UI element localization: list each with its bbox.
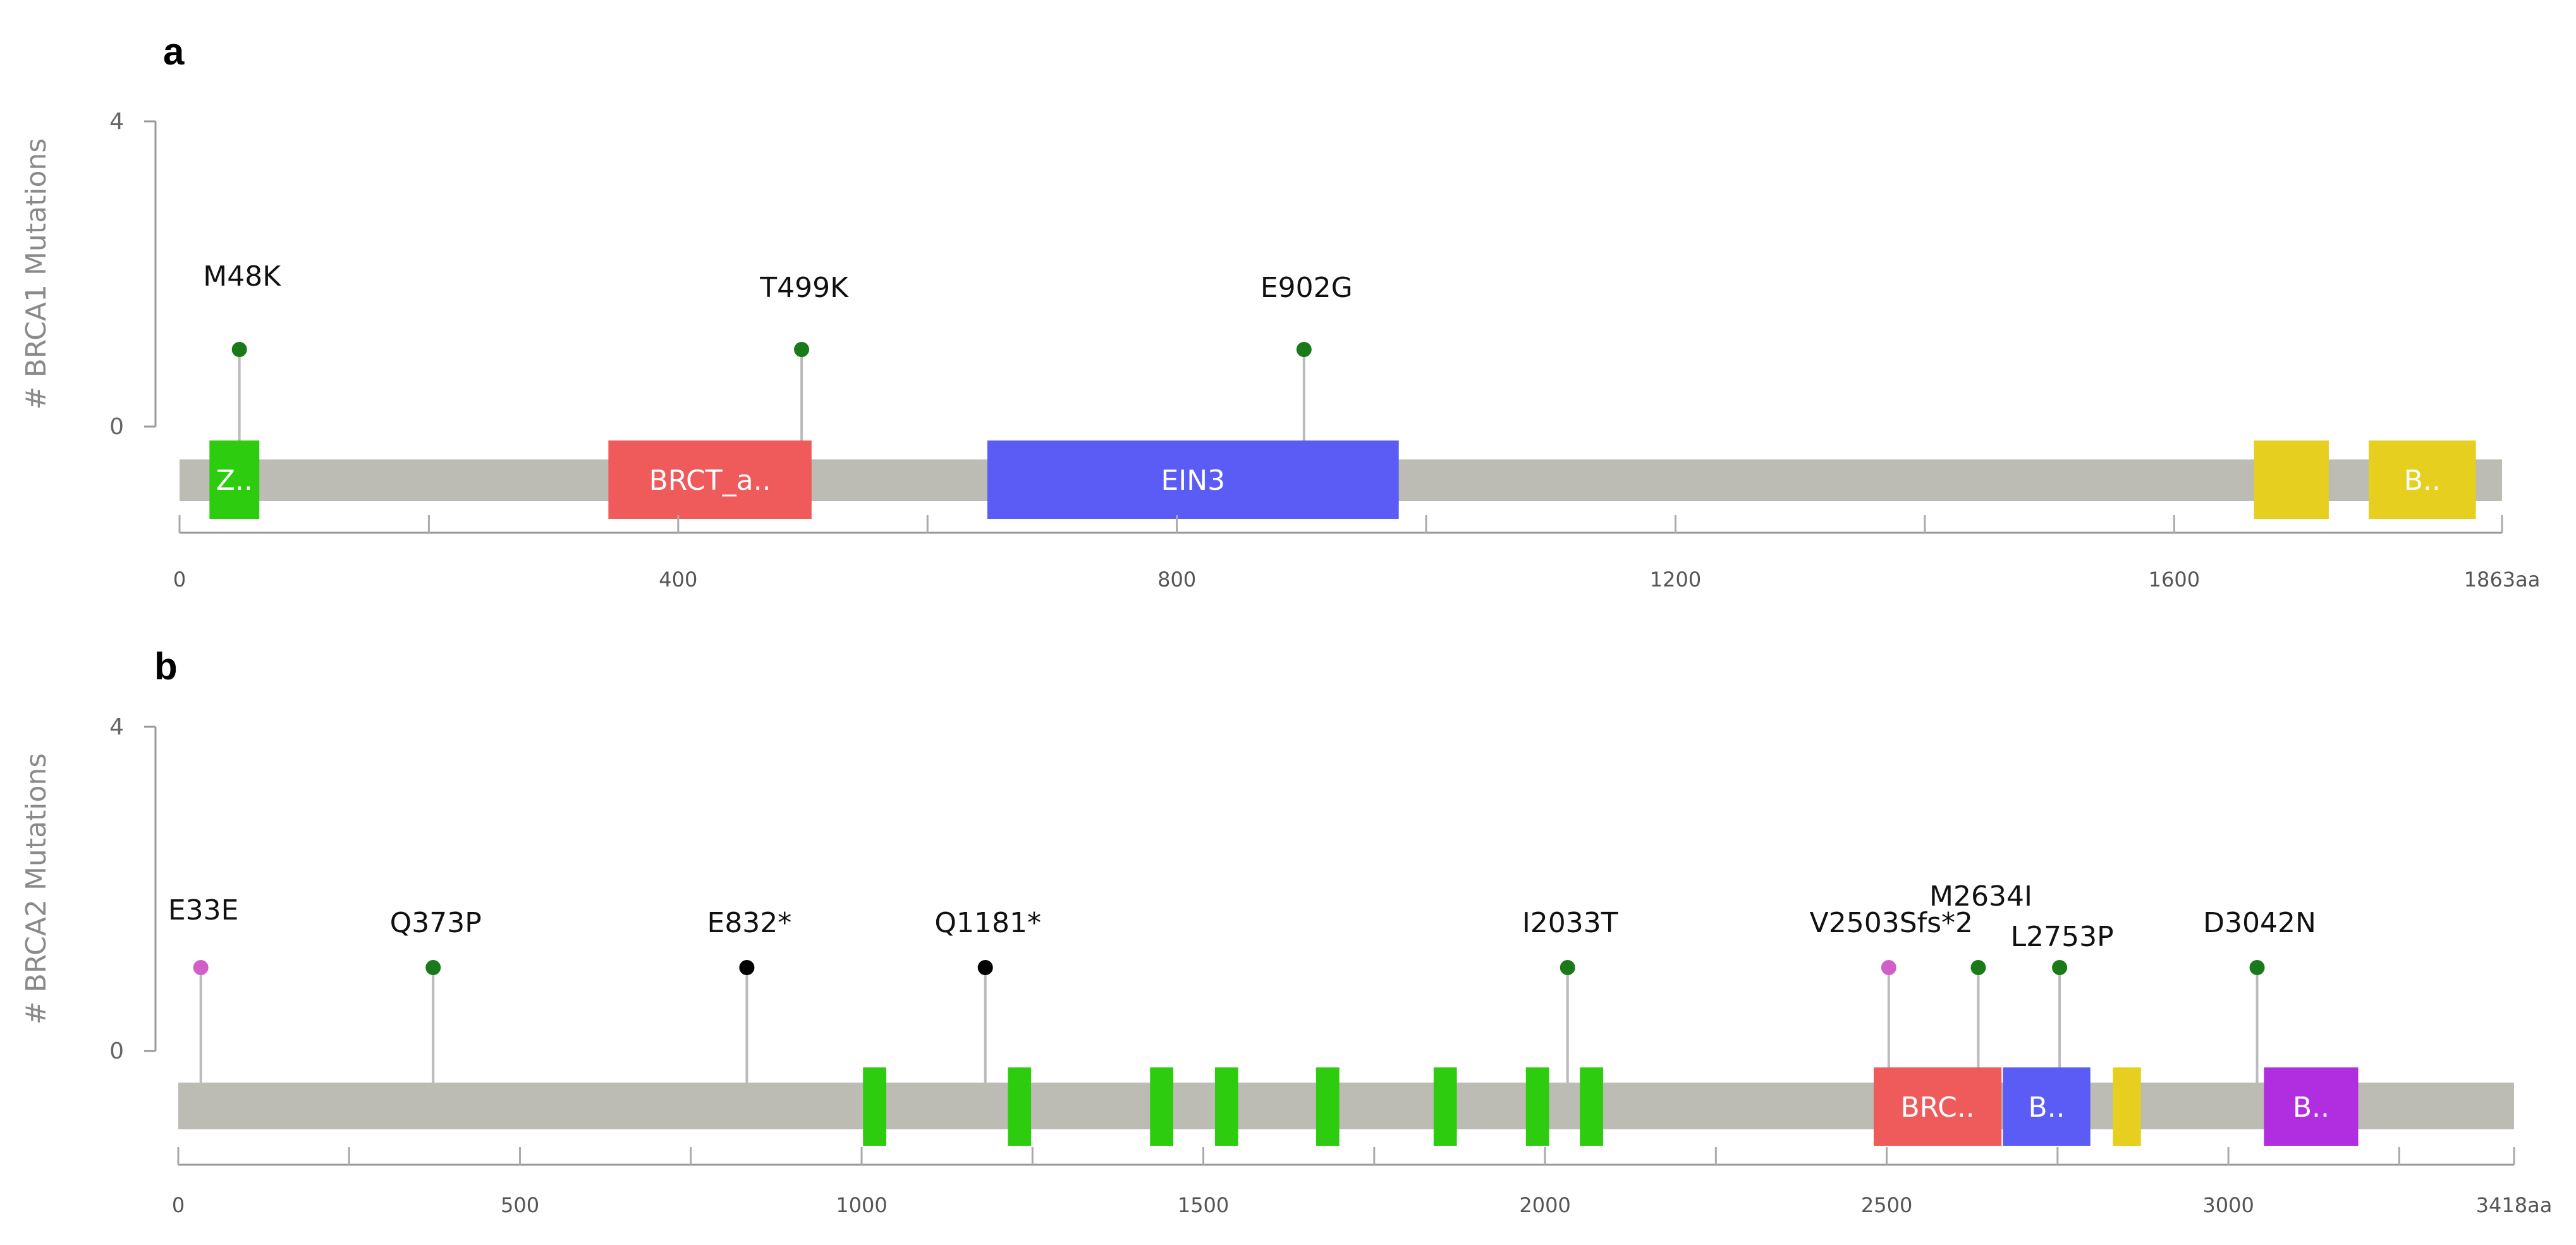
mutation-label: Q373P bbox=[390, 907, 482, 939]
mutation-label: E33E bbox=[168, 894, 239, 926]
domain-label: EIN3 bbox=[1161, 465, 1225, 497]
mutation-label: Q1181* bbox=[934, 907, 1041, 939]
x-tick-label: 2000 bbox=[1519, 1193, 1570, 1217]
protein-domain[interactable] bbox=[2264, 1067, 2359, 1146]
mutation-lollipop[interactable] bbox=[1296, 342, 1312, 357]
panel-letter: b bbox=[154, 645, 178, 688]
y-tick-label: 4 bbox=[109, 109, 124, 135]
x-tick-label: 500 bbox=[501, 1193, 539, 1217]
x-tick-label: 800 bbox=[1157, 568, 1196, 592]
domain-label: Z.. bbox=[216, 465, 253, 497]
protein-domain[interactable] bbox=[1008, 1067, 1032, 1146]
mutation-label: L2753P bbox=[2011, 921, 2114, 953]
protein-domain[interactable] bbox=[2113, 1067, 2141, 1146]
protein-domain[interactable] bbox=[2254, 440, 2329, 519]
mutation-label: T499K bbox=[759, 272, 849, 304]
y-axis-label: # BRCA2 Mutations bbox=[20, 753, 52, 1025]
mutation-label: M48K bbox=[203, 260, 281, 293]
mutation-label: I2033T bbox=[1522, 907, 1618, 939]
mutation-lollipop[interactable] bbox=[739, 960, 755, 975]
mutation-lollipop[interactable] bbox=[231, 342, 247, 357]
protein-domain[interactable] bbox=[987, 440, 1399, 519]
domain-label: B.. bbox=[2404, 465, 2441, 497]
protein-domain[interactable] bbox=[1525, 1067, 1549, 1146]
y-axis-label: # BRCA1 Mutations bbox=[20, 138, 52, 410]
panel-letter: a bbox=[163, 30, 185, 73]
protein-domain[interactable] bbox=[1580, 1067, 1603, 1146]
y-tick-label: 4 bbox=[109, 714, 124, 740]
domain-label: B.. bbox=[2293, 1091, 2329, 1124]
domain-label: B.. bbox=[2028, 1091, 2065, 1124]
protein-domain[interactable] bbox=[1874, 1067, 2002, 1146]
mutation-lollipop[interactable] bbox=[1970, 960, 1986, 975]
y-tick-label: 0 bbox=[109, 414, 124, 440]
protein-domain[interactable] bbox=[1315, 1067, 1340, 1146]
mutation-lollipop[interactable] bbox=[1560, 960, 1575, 975]
domain-label: BRC.. bbox=[1901, 1091, 1975, 1124]
x-tick-label: 1600 bbox=[2149, 568, 2200, 592]
mutation-lollipop[interactable] bbox=[1881, 960, 1896, 975]
x-tick-label: 2500 bbox=[1861, 1193, 1912, 1217]
mutation-label: M2634I bbox=[1929, 880, 2032, 913]
protein-backbone bbox=[178, 1083, 2514, 1129]
protein-domain[interactable] bbox=[1433, 1067, 1457, 1146]
panel-brca1: a # BRCA1 Mutations 4 0 Z.. BRCT_a.. EIN3 B.. M4… bbox=[20, 30, 2540, 592]
mutation-lollipop[interactable] bbox=[2249, 960, 2265, 975]
protein-domain[interactable] bbox=[2368, 440, 2476, 519]
mutation-label: E902G bbox=[1261, 272, 1353, 304]
mutation-lollipop[interactable] bbox=[425, 960, 441, 975]
x-tick-label: 1200 bbox=[1650, 568, 1701, 592]
x-tick-label: 3418aa bbox=[2476, 1193, 2553, 1217]
x-tick-label: 400 bbox=[659, 568, 697, 592]
domain-label: BRCT_a.. bbox=[649, 465, 771, 497]
mutation-label: D3042N bbox=[2203, 907, 2316, 939]
mutation-lollipop[interactable] bbox=[193, 960, 209, 975]
panel-brca2: b # BRCA2 Mutations 4 0 BRC.. B.. B.. E33E Q373P… bbox=[20, 645, 2552, 1217]
y-tick-label: 0 bbox=[109, 1038, 124, 1064]
x-tick-label: 1863aa bbox=[2464, 568, 2541, 592]
protein-domain[interactable] bbox=[1214, 1067, 1238, 1146]
protein-domain[interactable] bbox=[608, 440, 812, 519]
mutation-lollipop[interactable] bbox=[2052, 960, 2068, 975]
x-tick-label: 1500 bbox=[1178, 1193, 1229, 1217]
protein-domain[interactable] bbox=[209, 440, 260, 519]
x-tick-label: 3000 bbox=[2202, 1193, 2254, 1217]
x-tick-label: 0 bbox=[172, 1193, 185, 1217]
x-tick-label: 1000 bbox=[836, 1193, 887, 1217]
protein-domain[interactable] bbox=[1150, 1067, 1173, 1146]
mutation-lollipop[interactable] bbox=[794, 342, 810, 357]
protein-domain[interactable] bbox=[2003, 1067, 2091, 1146]
mutation-label: E832* bbox=[707, 907, 792, 939]
mutation-label: V2503Sfs*2 bbox=[1810, 907, 1973, 939]
x-tick-label: 0 bbox=[173, 568, 186, 592]
mutation-lollipop[interactable] bbox=[977, 960, 993, 975]
protein-domain[interactable] bbox=[863, 1067, 886, 1146]
